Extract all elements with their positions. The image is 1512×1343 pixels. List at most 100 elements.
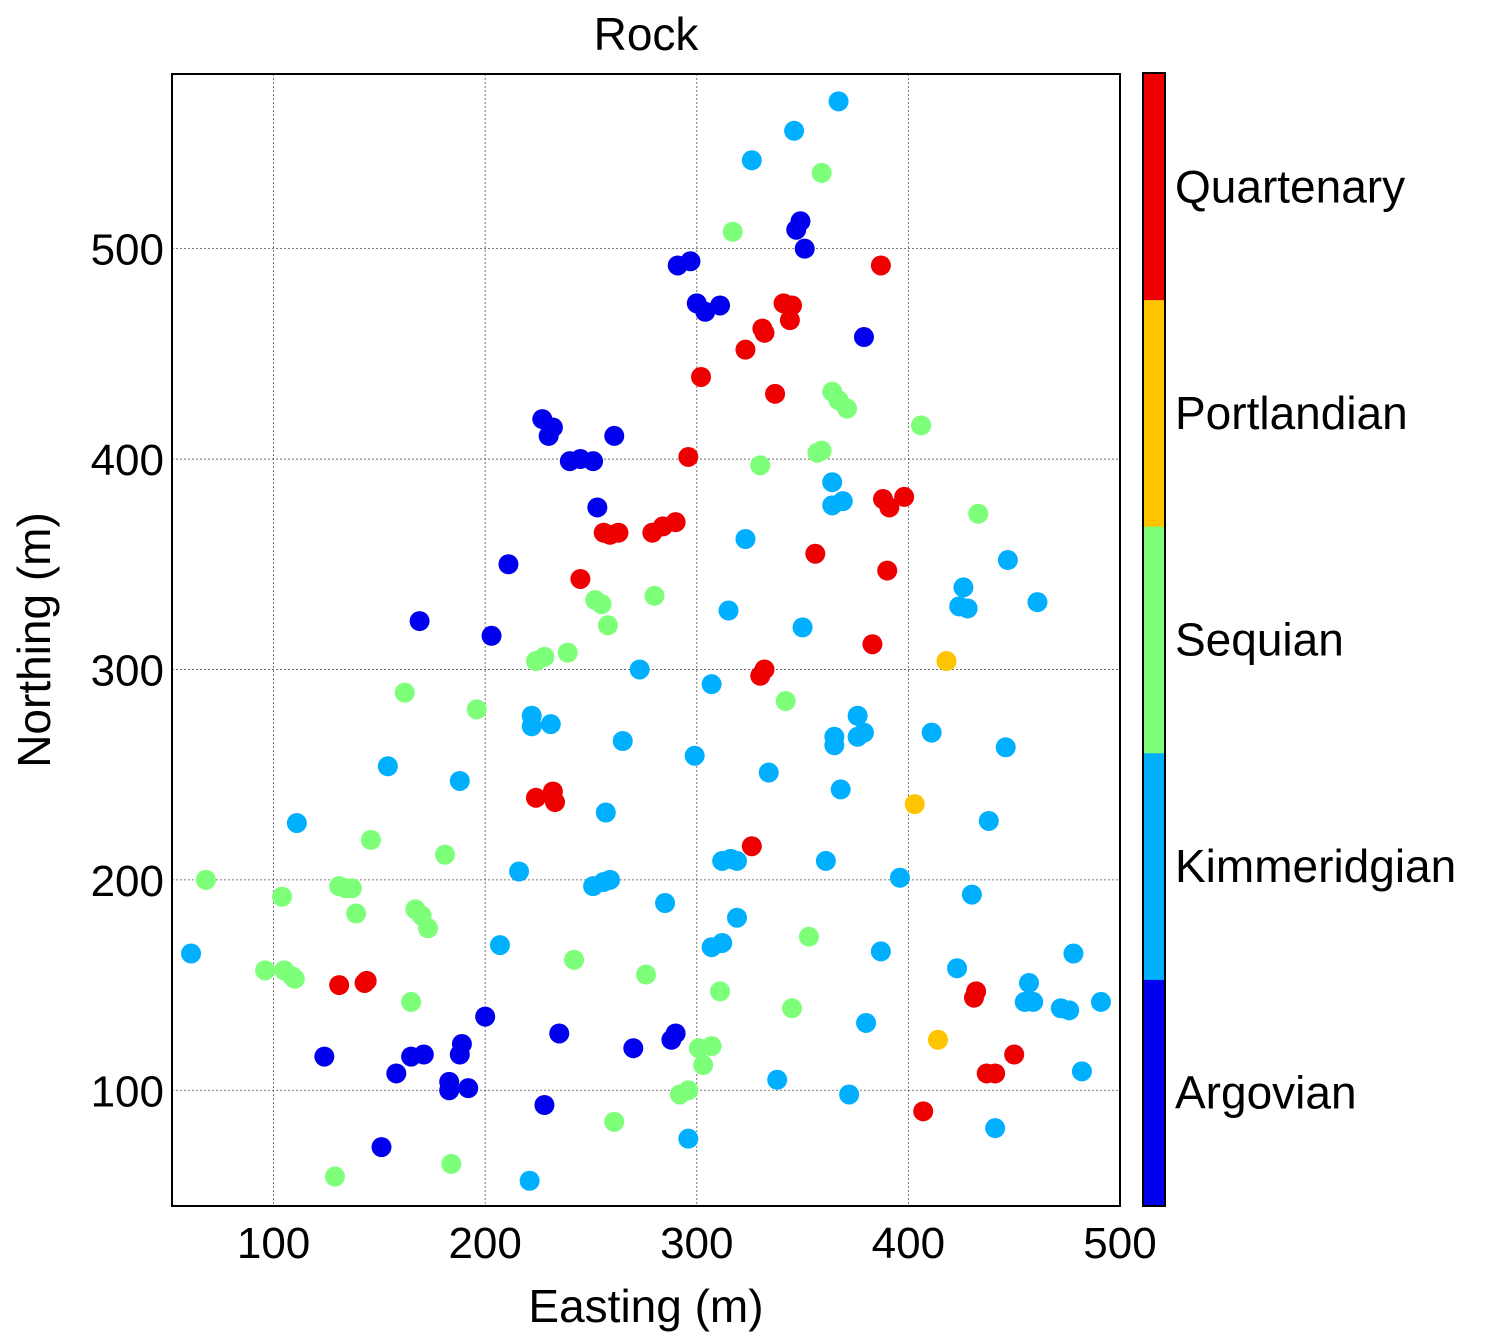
data-point-kimmeridgian bbox=[1090, 991, 1111, 1012]
colorbar-frame bbox=[1142, 72, 1166, 1207]
data-point-argovian bbox=[314, 1046, 335, 1067]
data-point-kimmeridgian bbox=[957, 598, 978, 619]
data-point-kimmeridgian bbox=[832, 491, 853, 512]
colorbar: Argovian Kimmeridgian Sequian Portlandian Qu… bbox=[1142, 72, 1456, 1207]
data-point-kimmeridgian bbox=[758, 762, 779, 783]
data-point-argovian bbox=[790, 211, 811, 232]
data-point-kimmeridgian bbox=[767, 1069, 788, 1090]
data-point-sequian bbox=[255, 960, 276, 981]
data-point-quartenary bbox=[870, 255, 891, 276]
data-point-quartenary bbox=[782, 295, 803, 316]
data-point-sequian bbox=[811, 162, 832, 183]
data-point-quartenary bbox=[963, 987, 984, 1008]
data-point-quartenary bbox=[525, 787, 546, 808]
data-point-quartenary bbox=[354, 972, 375, 993]
x-tick-label: 400 bbox=[872, 1219, 945, 1268]
data-point-argovian bbox=[794, 238, 815, 259]
colorbar-segment-sequian bbox=[1143, 526, 1165, 754]
data-point-argovian bbox=[710, 295, 731, 316]
data-point-argovian bbox=[458, 1078, 479, 1099]
data-point-kimmeridgian bbox=[870, 941, 891, 962]
data-point-kimmeridgian bbox=[828, 91, 849, 112]
data-point-kimmeridgian bbox=[489, 935, 510, 956]
data-point-argovian bbox=[680, 251, 701, 272]
data-point-sequian bbox=[557, 642, 578, 663]
data-point-argovian bbox=[386, 1063, 407, 1084]
data-point-quartenary bbox=[879, 497, 900, 518]
data-point-quartenary bbox=[329, 975, 350, 996]
data-point-kimmeridgian bbox=[629, 659, 650, 680]
data-point-argovian bbox=[604, 425, 625, 446]
data-point-kimmeridgian bbox=[839, 1084, 860, 1105]
data-point-sequian bbox=[346, 903, 367, 924]
y-tick-label: 500 bbox=[91, 226, 164, 275]
data-point-kimmeridgian bbox=[1071, 1061, 1092, 1082]
data-point-kimmeridgian bbox=[1027, 592, 1048, 613]
data-point-kimmeridgian bbox=[995, 737, 1016, 758]
data-point-portlandian bbox=[904, 794, 925, 815]
data-point-sequian bbox=[284, 968, 305, 989]
data-point-kimmeridgian bbox=[735, 529, 756, 550]
data-point-sequian bbox=[604, 1111, 625, 1132]
y-tick-label: 200 bbox=[91, 857, 164, 906]
data-point-kimmeridgian bbox=[830, 779, 851, 800]
data-point-sequian bbox=[837, 398, 858, 419]
data-point-sequian bbox=[750, 455, 771, 476]
colorbar-label: Kimmeridgian bbox=[1175, 840, 1456, 892]
data-point-kimmeridgian bbox=[655, 893, 676, 914]
data-point-argovian bbox=[587, 497, 608, 518]
data-point-sequian bbox=[811, 440, 832, 461]
data-point-kimmeridgian bbox=[595, 802, 616, 823]
data-point-kimmeridgian bbox=[953, 577, 974, 598]
data-point-argovian bbox=[409, 611, 430, 632]
data-point-kimmeridgian bbox=[792, 617, 813, 638]
data-point-sequian bbox=[775, 691, 796, 712]
data-point-sequian bbox=[434, 844, 455, 865]
data-point-portlandian bbox=[936, 651, 957, 672]
data-point-kimmeridgian bbox=[978, 810, 999, 831]
data-point-sequian bbox=[441, 1153, 462, 1174]
data-point-argovian bbox=[583, 451, 604, 472]
colorbar-label: Quartenary bbox=[1175, 160, 1405, 212]
data-point-kimmeridgian bbox=[784, 120, 805, 141]
data-point-argovian bbox=[439, 1080, 460, 1101]
data-point-argovian bbox=[498, 554, 519, 575]
data-point-kimmeridgian bbox=[921, 722, 942, 743]
data-point-kimmeridgian bbox=[853, 722, 874, 743]
data-point-quartenary bbox=[545, 792, 566, 813]
data-point-kimmeridgian bbox=[889, 867, 910, 888]
grid bbox=[172, 74, 1121, 1206]
data-point-quartenary bbox=[741, 836, 762, 857]
data-point-kimmeridgian bbox=[961, 884, 982, 905]
data-point-sequian bbox=[782, 998, 803, 1019]
y-tick-labels: 100 200 300 400 500 bbox=[91, 226, 164, 1117]
x-axis-title: Easting (m) bbox=[528, 1280, 763, 1332]
data-point-kimmeridgian bbox=[519, 1170, 540, 1191]
data-point-argovian bbox=[475, 1006, 496, 1027]
y-tick-label: 100 bbox=[91, 1067, 164, 1116]
plot-frame bbox=[171, 73, 1121, 1207]
data-point-kimmeridgian bbox=[985, 1118, 1006, 1139]
data-point-argovian bbox=[481, 625, 502, 646]
data-point-quartenary bbox=[779, 310, 800, 331]
data-point-portlandian bbox=[928, 1029, 949, 1050]
data-point-kimmeridgian bbox=[1059, 1000, 1080, 1021]
data-point-kimmeridgian bbox=[1063, 943, 1084, 964]
data-point-argovian bbox=[538, 425, 559, 446]
data-point-argovian bbox=[853, 327, 874, 348]
data-point-sequian bbox=[591, 594, 612, 615]
data-point-sequian bbox=[722, 221, 743, 242]
data-point-quartenary bbox=[570, 568, 591, 589]
data-point-kimmeridgian bbox=[947, 958, 968, 979]
data-point-quartenary bbox=[754, 322, 775, 343]
data-point-quartenary bbox=[678, 446, 699, 467]
data-point-kimmeridgian bbox=[509, 861, 530, 882]
chart-title: Rock bbox=[594, 8, 700, 60]
data-point-argovian bbox=[371, 1137, 392, 1158]
data-point-argovian bbox=[449, 1044, 470, 1065]
x-tick-label: 500 bbox=[1083, 1219, 1156, 1268]
data-point-kimmeridgian bbox=[726, 907, 747, 928]
data-point-quartenary bbox=[1004, 1044, 1025, 1065]
data-point-quartenary bbox=[608, 522, 629, 543]
